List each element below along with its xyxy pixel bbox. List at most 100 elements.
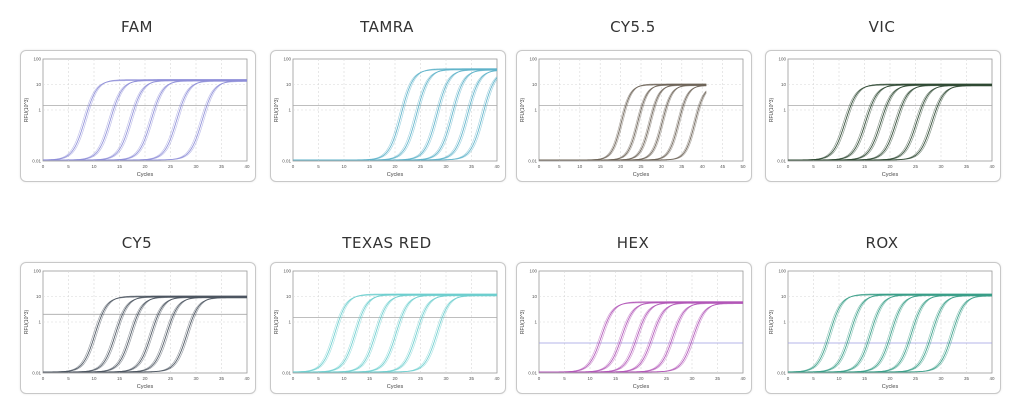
x-tick-label: 30	[443, 376, 449, 381]
y-tick-label: 1	[534, 320, 537, 325]
x-tick-label: 10	[587, 376, 593, 381]
x-tick-label: 30	[443, 164, 449, 169]
y-tick-label: 10	[532, 82, 538, 87]
x-tick-label: 25	[664, 376, 670, 381]
chart-title-cy5-5: CY5.5	[610, 18, 656, 36]
x-axis-label: Cycles	[882, 172, 899, 178]
y-tick-label: 1	[783, 320, 786, 325]
chart-title-hex: HEX	[616, 234, 650, 252]
amplification-plot-tamra: 0 5 10 15 20 25 30 35 40 0.01 1 10 100 Cycles RFU(10^3…	[274, 57, 500, 179]
x-tick-label: 30	[689, 376, 695, 381]
x-tick-label: 35	[469, 164, 475, 169]
y-axis-label: RFU(10^3)	[274, 310, 280, 335]
y-axis-label: RFU(10^3)	[274, 98, 280, 123]
x-tick-label: 30	[659, 164, 665, 169]
x-tick-label: 30	[938, 376, 944, 381]
x-tick-label: 20	[392, 376, 398, 381]
chart-title-vic: VIC	[868, 18, 896, 36]
amplification-curve	[539, 302, 743, 373]
x-tick-label: 5	[558, 164, 561, 169]
x-tick-label: 40	[700, 164, 706, 169]
chart-card-cy5: 0 5 10 15 20 25 30 35 40 0.01 1 10 100 Cycles RFU(10^3…	[20, 262, 256, 394]
y-tick-label: 1	[534, 108, 537, 113]
x-tick-label: 20	[142, 376, 148, 381]
y-tick-label: 0.01	[777, 159, 786, 164]
y-axis-label: RFU(10^3)	[520, 310, 526, 335]
x-tick-label: 30	[193, 376, 199, 381]
x-tick-label: 5	[812, 164, 815, 169]
y-tick-label: 0.01	[282, 371, 291, 376]
x-tick-label: 45	[720, 164, 726, 169]
y-tick-label: 0.01	[528, 371, 537, 376]
y-axis-label: RFU(10^3)	[520, 98, 526, 123]
chart-card-texas-red: 0 5 10 15 20 25 30 35 40 0.01 1 10 100 Cycles RFU(10^3…	[270, 262, 506, 394]
amplification-plot-rox: 0 5 10 15 20 25 30 35 40 0.01 1 10 100 Cycles RFU(10^3…	[769, 269, 995, 391]
y-tick-label: 100	[529, 269, 537, 274]
x-tick-label: 50	[740, 164, 746, 169]
amplification-curve	[293, 294, 497, 373]
x-tick-label: 35	[469, 376, 475, 381]
y-tick-label: 10	[781, 294, 787, 299]
y-tick-label: 100	[283, 57, 291, 62]
x-tick-label: 10	[836, 164, 842, 169]
y-tick-label: 10	[286, 294, 292, 299]
x-tick-label: 0	[42, 164, 45, 169]
chart-title-rox: ROX	[865, 234, 899, 252]
amplification-curve	[788, 294, 993, 373]
x-tick-label: 15	[117, 164, 123, 169]
y-tick-label: 10	[36, 82, 42, 87]
y-tick-label: 100	[778, 269, 786, 274]
chart-title-tamra: TAMRA	[360, 18, 414, 36]
y-tick-label: 100	[283, 269, 291, 274]
x-tick-label: 25	[418, 376, 424, 381]
x-axis-label: Cycles	[387, 384, 404, 390]
y-tick-label: 0.01	[282, 159, 291, 164]
x-axis-label: Cycles	[633, 384, 650, 390]
amplification-plot-cy5-5: 0 5 10 15 20 25 30 35 40 45 50 0.01 1 10 100 Cycles RFU(…	[520, 57, 746, 179]
amplification-plot-vic: 0 5 10 15 20 25 30 35 40 0.01 1 10 100 Cycles RFU(10^3…	[769, 57, 995, 179]
x-tick-label: 20	[618, 164, 624, 169]
chart-card-tamra: 0 5 10 15 20 25 30 35 40 0.01 1 10 100 Cycles RFU(10^3…	[270, 50, 506, 182]
x-tick-label: 35	[964, 164, 970, 169]
amplification-curve	[43, 296, 247, 373]
chart-card-fam: 0 5 10 15 20 25 30 35 40 0.01 1 10 100 Cycles RFU(10^3…	[20, 50, 256, 182]
x-tick-label: 30	[938, 164, 944, 169]
chart-card-cy5-5: 0 5 10 15 20 25 30 35 40 45 50 0.01 1 10 100 Cycles RFU(…	[516, 50, 752, 182]
y-tick-label: 1	[288, 108, 291, 113]
x-tick-label: 0	[787, 164, 790, 169]
x-tick-label: 40	[494, 164, 500, 169]
x-tick-label: 40	[244, 376, 250, 381]
y-tick-label: 10	[286, 82, 292, 87]
x-tick-label: 40	[989, 376, 995, 381]
x-tick-label: 25	[418, 164, 424, 169]
amplification-curve	[539, 92, 707, 161]
y-tick-label: 1	[38, 320, 41, 325]
x-tick-label: 30	[193, 164, 199, 169]
y-tick-label: 10	[36, 294, 42, 299]
x-axis-label: Cycles	[633, 172, 650, 178]
x-tick-label: 0	[42, 376, 45, 381]
y-tick-label: 100	[33, 57, 41, 62]
x-tick-label: 0	[538, 164, 541, 169]
amplification-plot-fam: 0 5 10 15 20 25 30 35 40 0.01 1 10 100 Cycles RFU(10^3…	[24, 57, 250, 179]
x-tick-label: 15	[367, 376, 373, 381]
x-tick-label: 10	[91, 164, 97, 169]
amplification-plot-texas-red: 0 5 10 15 20 25 30 35 40 0.01 1 10 100 Cycles RFU(10^3…	[274, 269, 500, 391]
x-tick-label: 15	[117, 376, 123, 381]
y-tick-label: 100	[529, 57, 537, 62]
x-tick-label: 20	[887, 376, 893, 381]
y-tick-label: 1	[783, 108, 786, 113]
amplification-curve	[43, 79, 248, 161]
y-tick-label: 0.01	[32, 371, 41, 376]
x-tick-label: 5	[67, 164, 70, 169]
y-axis-label: RFU(10^3)	[769, 98, 775, 123]
x-tick-label: 0	[538, 376, 541, 381]
x-tick-label: 25	[168, 376, 174, 381]
y-tick-label: 0.01	[32, 159, 41, 164]
x-tick-label: 40	[740, 376, 746, 381]
y-tick-label: 0.01	[777, 371, 786, 376]
y-tick-label: 10	[532, 294, 538, 299]
x-tick-label: 35	[679, 164, 685, 169]
x-tick-label: 40	[244, 164, 250, 169]
y-tick-label: 1	[288, 320, 291, 325]
